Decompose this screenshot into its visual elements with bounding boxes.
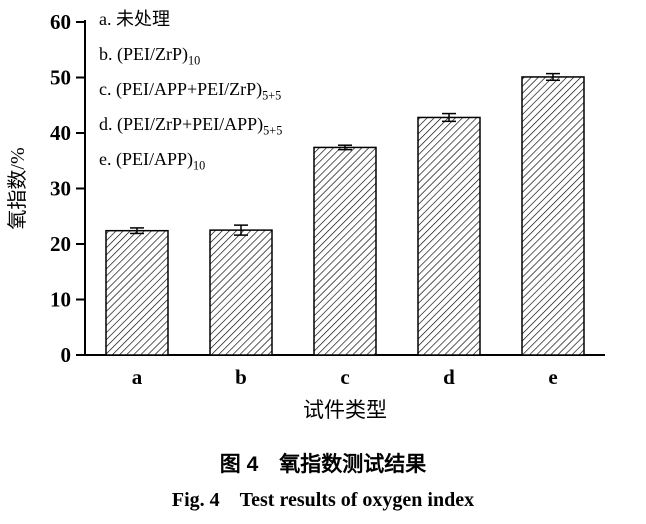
bar: [521, 76, 585, 356]
legend-item-text: b. (PEI/ZrP): [99, 44, 188, 65]
x-tick-label: a: [132, 365, 143, 389]
legend-item-sub: 5+5: [262, 88, 282, 103]
y-tick-label: 20: [50, 232, 71, 256]
y-tick-label: 40: [50, 121, 71, 145]
x-tick-label: c: [340, 365, 349, 389]
x-tick-label: b: [235, 365, 247, 389]
legend-item: b. (PEI/ZrP)10: [99, 40, 282, 75]
y-tick-label: 60: [50, 10, 71, 34]
caption-english: Fig. 4 Test results of oxygen index: [171, 489, 475, 511]
legend-item: a. 未处理: [99, 5, 282, 40]
y-tick-label: 30: [50, 177, 71, 201]
legend-item: e. (PEI/APP)10: [99, 145, 282, 180]
bar: [417, 116, 481, 356]
legend-item-text: d. (PEI/ZrP+PEI/APP): [99, 114, 264, 135]
x-axis-label: 试件类型: [303, 398, 387, 422]
y-tick-label: 0: [61, 343, 72, 367]
legend-item-text: a. 未处理: [99, 9, 170, 29]
legend-item-sub: 10: [193, 158, 206, 173]
y-tick-label: 50: [50, 66, 71, 90]
legend-item-sub: 5+5: [263, 123, 283, 138]
y-axis-label: 氧指数/%: [6, 147, 29, 229]
x-tick-label: e: [548, 365, 557, 389]
bar-chart: 0 10 20 30 40 50 60 a b c d e 试件类型 氧指数/%: [6, 10, 605, 422]
legend-item: d. (PEI/ZrP+PEI/APP)5+5: [99, 110, 282, 145]
legend-item: c. (PEI/APP+PEI/ZrP)5+5: [99, 75, 282, 110]
legend: a. 未处理 b. (PEI/ZrP)10 c. (PEI/APP+PEI/Zr…: [99, 5, 282, 180]
x-tick-label: d: [443, 365, 455, 389]
legend-item-text: c. (PEI/APP+PEI/ZrP): [99, 79, 263, 100]
caption-chinese: 图 4 氧指数测试结果: [219, 453, 427, 476]
y-tick-label: 10: [50, 288, 71, 312]
bar: [209, 229, 273, 356]
bar: [105, 229, 169, 356]
legend-item-text: e. (PEI/APP): [99, 149, 193, 170]
legend-item-sub: 10: [188, 53, 201, 68]
bar: [313, 146, 377, 356]
